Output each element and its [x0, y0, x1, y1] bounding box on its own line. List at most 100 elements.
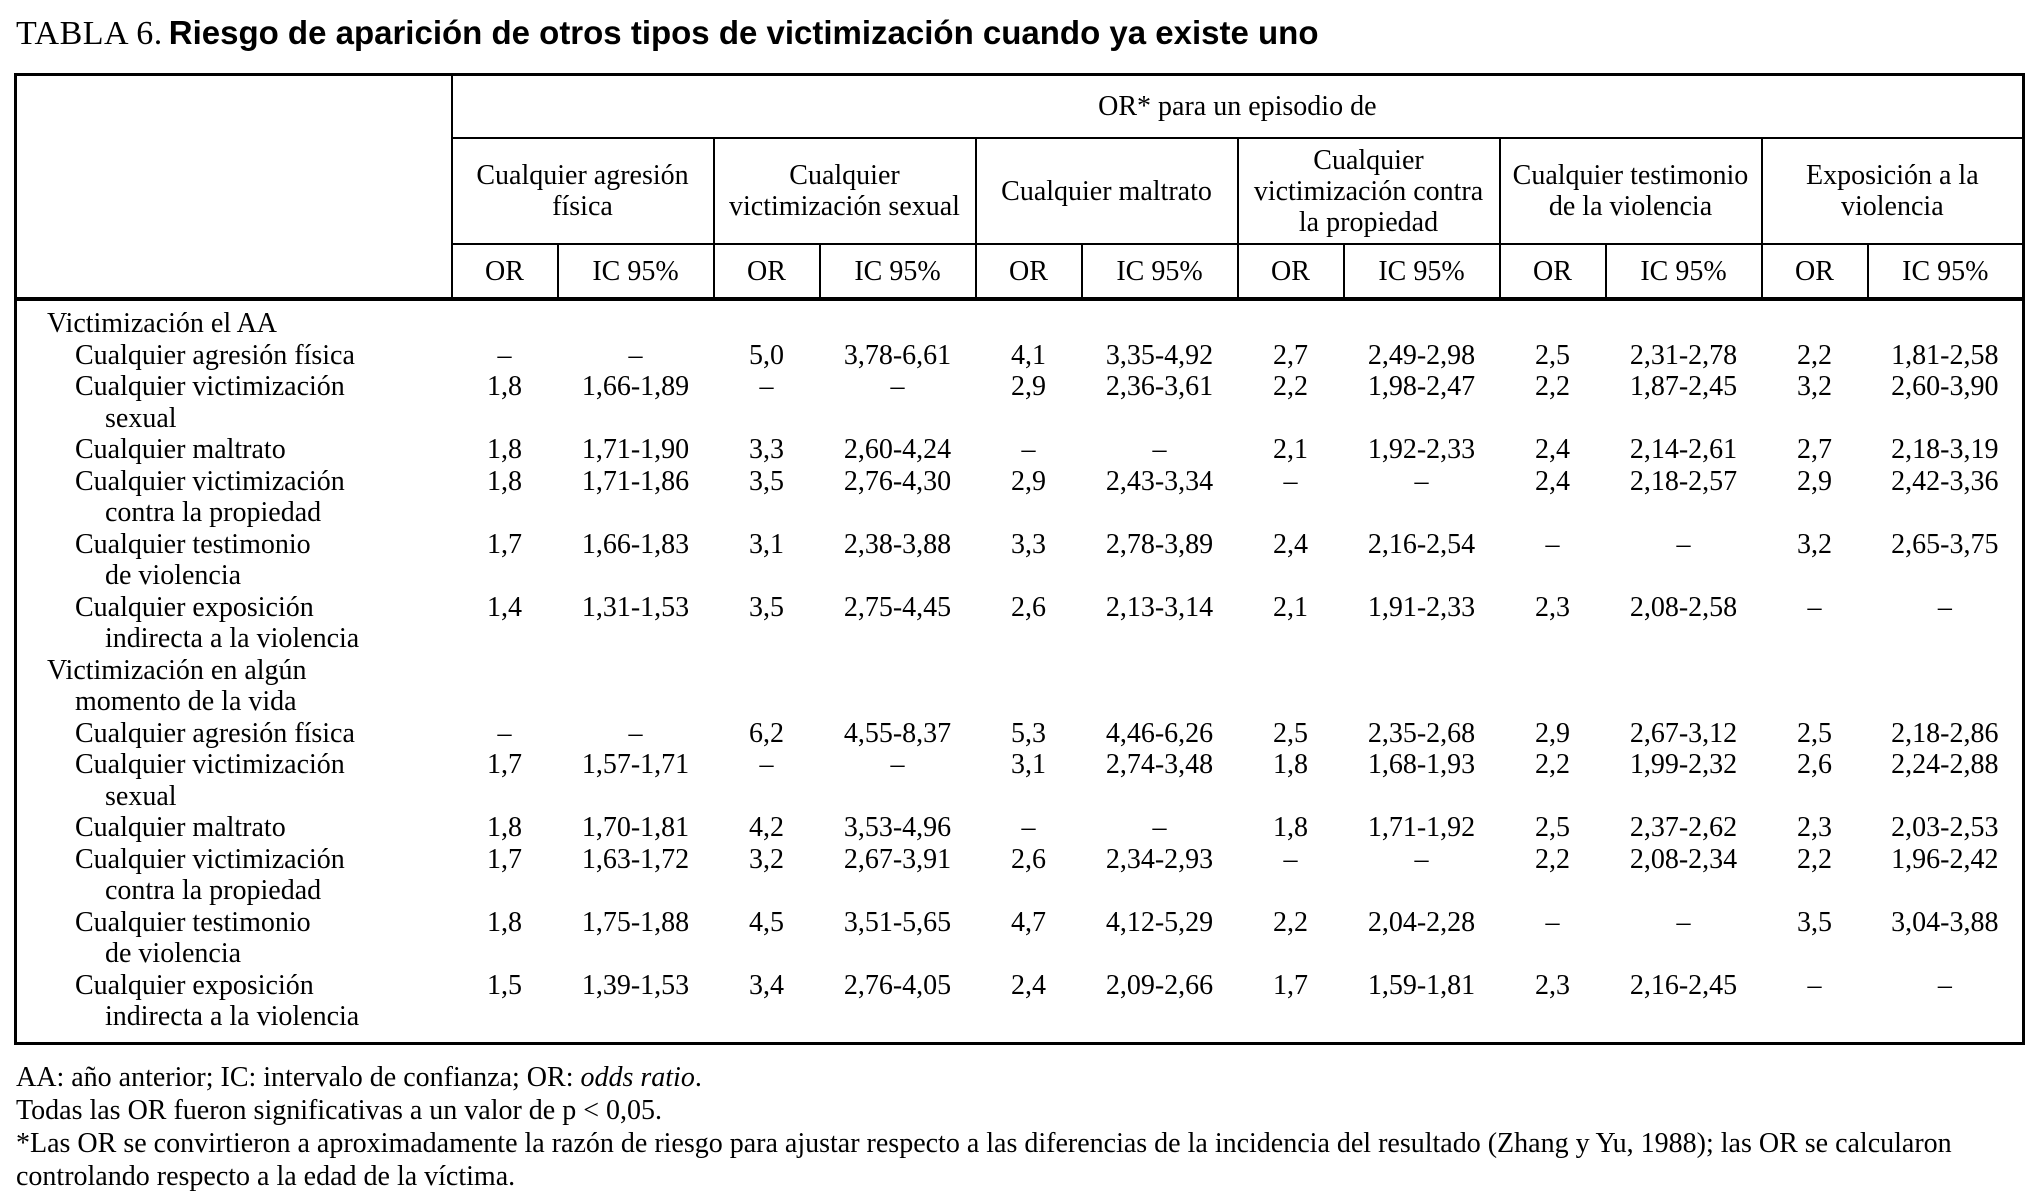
ic-value: 2,60-3,90 [1891, 371, 1999, 402]
or-value [452, 655, 558, 718]
header-row-subcols: OR IC 95% OR IC 95% OR IC 95% OR IC 95% … [16, 243, 2025, 300]
ic-value: 1,71-1,90 [581, 434, 690, 465]
or-value: – [497, 717, 512, 749]
or-value: 2,2 [1535, 843, 1570, 875]
table-row: Cualquier victimización sexual 1,8 1,66-… [16, 371, 2024, 434]
or-value: 1,8 [1273, 749, 1308, 780]
footnote-abbreviations: AA: año anterior; IC: intervalo de confi… [16, 1061, 2021, 1094]
row-label-line: contra la propiedad [105, 497, 322, 528]
ic-value: 1,71-1,86 [581, 465, 690, 497]
row-label-line: indirecta a la violencia [105, 623, 360, 654]
ic-value [558, 299, 714, 340]
ic-value: 1,91-2,33 [1367, 591, 1476, 623]
row-label-line: Cualquier maltrato [75, 434, 286, 465]
ic-value: 2,04-2,28 [1367, 906, 1476, 938]
or-value: 2,4 [1011, 969, 1046, 1001]
ic-header: IC 95% [1604, 243, 1763, 300]
or-header: OR [1236, 243, 1345, 300]
ic-value: 2,18-3,19 [1891, 434, 1999, 465]
ic-value: 2,24-2,88 [1891, 749, 1999, 780]
or-value [714, 299, 820, 340]
or-value [976, 655, 1082, 718]
ic-value: 2,67-3,12 [1629, 717, 1738, 749]
table-row: Cualquier agresión física – – 6,2 4,55-8… [16, 718, 2024, 750]
or-value: – [1807, 591, 1822, 623]
or-value: 1,8 [487, 906, 522, 938]
row-label-line: Cualquier exposición [75, 591, 314, 623]
or-value: – [1807, 969, 1822, 1001]
or-value [1762, 655, 1868, 718]
or-header: OR [712, 243, 821, 300]
ic-value: 1,63-1,72 [581, 843, 690, 875]
row-label-line: Cualquier victimización [75, 371, 345, 402]
section-label-line: momento de la vida [75, 686, 297, 717]
or-value: 2,4 [1273, 528, 1308, 560]
ic-value: 2,49-2,98 [1367, 339, 1476, 371]
or-value: 2,6 [1797, 749, 1832, 780]
ic-header: IC 95% [1866, 243, 2025, 300]
or-value: 2,4 [1535, 434, 1570, 465]
ic-value: – [628, 339, 643, 371]
or-value: 3,3 [749, 434, 784, 465]
or-value: – [497, 339, 512, 371]
or-value: 3,1 [749, 528, 784, 560]
table-row: Cualquier agresión física – – 5,0 3,78-6… [16, 340, 2024, 372]
ic-value [820, 655, 976, 718]
row-label-line: Cualquier agresión física [75, 339, 355, 371]
or-value: 1,7 [487, 843, 522, 875]
row-label: Cualquier victimización sexual [16, 749, 452, 812]
row-label: Cualquier agresión física [16, 718, 452, 750]
table-row: Cualquier maltrato 1,8 1,71-1,90 3,3 2,6… [16, 434, 2024, 466]
or-value: 2,9 [1011, 371, 1046, 402]
ic-value: 2,76-4,30 [843, 465, 952, 497]
row-label: Cualquier exposición indirecta a la viol… [16, 592, 452, 655]
or-episode-header: OR* para un episodio de [450, 73, 2025, 139]
ic-value: 1,87-2,45 [1629, 371, 1738, 402]
row-label-line: Cualquier testimonio [75, 906, 311, 938]
or-value: 2,1 [1273, 591, 1308, 623]
ic-value: 2,37-2,62 [1629, 812, 1738, 843]
footnote-abbr-text: AA: año anterior; IC: intervalo de confi… [16, 1061, 581, 1093]
or-value: 3,2 [749, 843, 784, 875]
or-value: 2,3 [1797, 812, 1832, 843]
ic-header: IC 95% [1342, 243, 1501, 300]
or-value: 2,6 [1011, 591, 1046, 623]
or-value: 4,2 [749, 812, 784, 843]
ic-value: 1,57-1,71 [581, 749, 690, 780]
ic-value [1606, 655, 1762, 718]
row-label-line: Cualquier victimización [75, 749, 345, 780]
ic-header: IC 95% [556, 243, 715, 300]
or-value: 3,3 [1011, 528, 1046, 560]
ic-value [1344, 655, 1500, 718]
table-number: TABLA 6. [16, 15, 163, 52]
row-label: Cualquier victimización contra la propie… [16, 844, 452, 907]
section-row: Victimización el AA [16, 299, 2024, 340]
section-label: Victimización en algún momento de la vid… [16, 655, 452, 718]
table-caption: Riesgo de aparición de otros tipos de vi… [168, 14, 1319, 51]
or-value [714, 655, 820, 718]
ic-value: 2,14-2,61 [1629, 434, 1738, 465]
ic-value: – [890, 749, 905, 780]
or-value: 2,1 [1273, 434, 1308, 465]
col-group-exposicion: Exposición a la violencia [1760, 137, 2025, 245]
or-value: 2,5 [1535, 812, 1570, 843]
ic-value: – [1414, 843, 1429, 875]
or-value: – [1283, 843, 1298, 875]
or-header: OR [450, 243, 559, 300]
ic-value: 2,31-2,78 [1629, 339, 1738, 371]
or-value: – [1545, 906, 1560, 938]
col-group-agresion-fisica: Cualquier agresión física [450, 137, 715, 245]
table-row: Cualquier victimización sexual 1,7 1,57-… [16, 749, 2024, 812]
ic-value: 2,13-3,14 [1105, 591, 1214, 623]
ic-value: 4,55-8,37 [843, 717, 952, 749]
or-value: 2,5 [1797, 717, 1832, 749]
or-value: 2,2 [1797, 843, 1832, 875]
ic-value: 4,12-5,29 [1105, 906, 1214, 938]
footnote-abbr-period: . [694, 1061, 702, 1093]
or-value: 3,5 [749, 591, 784, 623]
footnote-significance: Todas las OR fueron significativas a un … [16, 1094, 663, 1126]
ic-value: 2,42-3,36 [1891, 465, 1999, 497]
or-value [1762, 299, 1868, 340]
ic-value: 1,81-2,58 [1891, 339, 1999, 371]
or-value: 1,7 [487, 749, 522, 780]
